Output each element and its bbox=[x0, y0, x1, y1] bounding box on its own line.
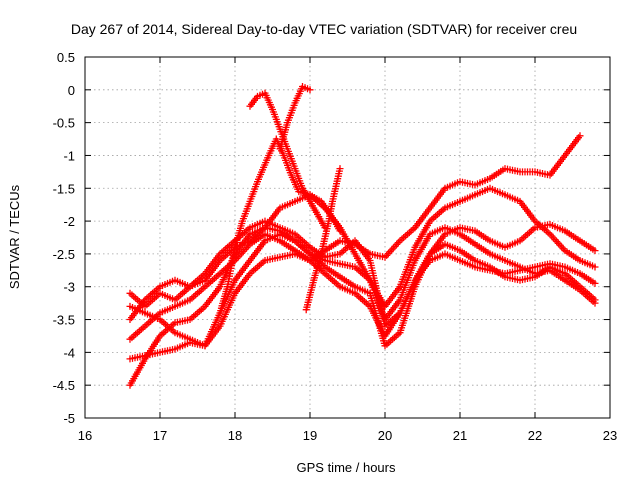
series-track-g bbox=[216, 135, 344, 317]
y-tick-label: -4.5 bbox=[53, 378, 75, 393]
x-tick-label: 18 bbox=[228, 428, 242, 443]
y-tick-label: -5 bbox=[63, 411, 75, 426]
y-tick-label: -4 bbox=[63, 345, 75, 360]
series-track-h bbox=[246, 89, 329, 232]
y-tick-label: -1.5 bbox=[53, 181, 75, 196]
y-axis-label: SDTVAR / TECUs bbox=[7, 184, 22, 289]
y-tick-label: -2.5 bbox=[53, 247, 75, 262]
axis-ticks: 16 17 18 19 20 21 22 23 0.5 0 -0.5 -1 -1.5 -2 -2.5 -3 -3… bbox=[53, 50, 618, 443]
plus-markers bbox=[276, 83, 314, 153]
chart-title: Day 267 of 2014, Sidereal Day-to-day VTE… bbox=[71, 21, 577, 37]
plus-markers bbox=[246, 89, 329, 232]
plus-markers bbox=[216, 135, 344, 317]
plus-markers bbox=[126, 224, 599, 389]
x-tick-label: 17 bbox=[153, 428, 167, 443]
y-tick-label: -1 bbox=[63, 148, 75, 163]
x-tick-label: 22 bbox=[528, 428, 542, 443]
x-tick-label: 16 bbox=[78, 428, 92, 443]
x-tick-label: 19 bbox=[303, 428, 317, 443]
x-tick-label: 20 bbox=[378, 428, 392, 443]
data-marks bbox=[126, 83, 599, 389]
plus-markers bbox=[302, 165, 344, 314]
x-axis-label: GPS time / hours bbox=[297, 460, 396, 475]
y-tick-label: -2 bbox=[63, 214, 75, 229]
series-track-j bbox=[302, 165, 344, 314]
y-tick-label: -0.5 bbox=[53, 116, 75, 131]
y-tick-label: 0.5 bbox=[57, 50, 75, 65]
plot-frame bbox=[84, 56, 611, 419]
series-track-f bbox=[126, 224, 599, 389]
y-tick-label: -3 bbox=[63, 280, 75, 295]
y-tick-label: 0 bbox=[68, 83, 75, 98]
x-tick-label: 21 bbox=[453, 428, 467, 443]
x-tick-label: 23 bbox=[603, 428, 617, 443]
y-tick-label: -3.5 bbox=[53, 313, 75, 328]
series-track-i bbox=[276, 83, 314, 153]
